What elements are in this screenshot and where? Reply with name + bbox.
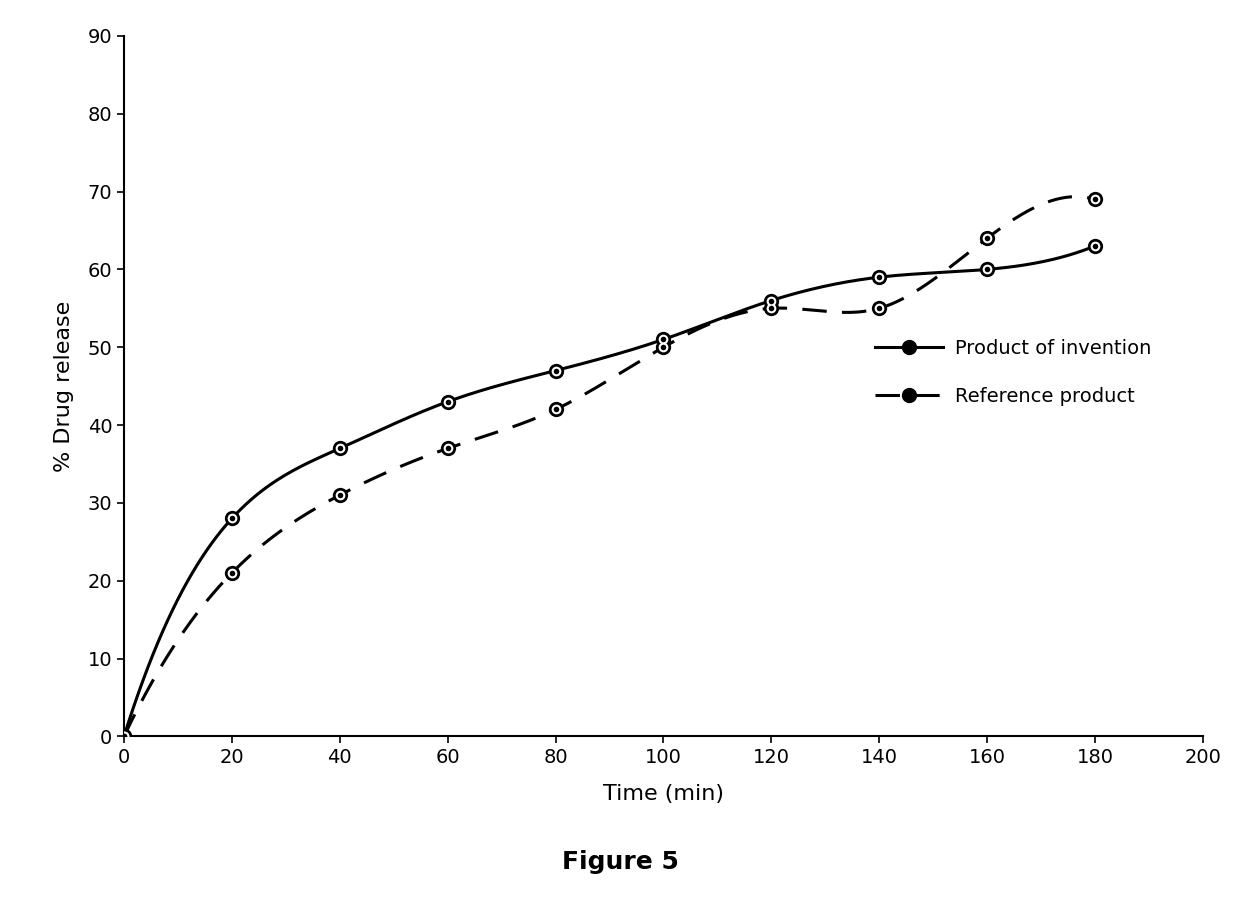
Product of invention: [332, 443, 347, 453]
Reference product: [1087, 194, 1102, 205]
Reference product: [656, 342, 671, 353]
Reference product: [872, 303, 887, 313]
Line: Reference product: Reference product: [117, 191, 1102, 744]
Text: Figure 5: Figure 5: [562, 850, 678, 874]
Product of invention: [440, 396, 455, 407]
Y-axis label: % Drug release: % Drug release: [53, 301, 73, 471]
Reference product: [440, 443, 455, 453]
Line: Product of invention: Product of invention: [117, 238, 1102, 744]
Product of invention: [656, 334, 671, 345]
Product of invention: [224, 513, 239, 524]
Reference product: [980, 233, 994, 243]
Product of invention: [1087, 241, 1102, 251]
Reference product: [224, 568, 239, 578]
Product of invention: [980, 264, 994, 275]
Product of invention: [548, 365, 563, 376]
Product of invention: [117, 731, 131, 742]
Reference product: [117, 731, 131, 742]
Reference product: [548, 404, 563, 415]
Reference product: [332, 489, 347, 500]
X-axis label: Time (min): Time (min): [603, 784, 724, 804]
Product of invention: [764, 295, 779, 306]
Reference product: [764, 303, 779, 313]
Product of invention: [872, 272, 887, 283]
Legend: Product of invention, Reference product: Product of invention, Reference product: [866, 329, 1161, 416]
